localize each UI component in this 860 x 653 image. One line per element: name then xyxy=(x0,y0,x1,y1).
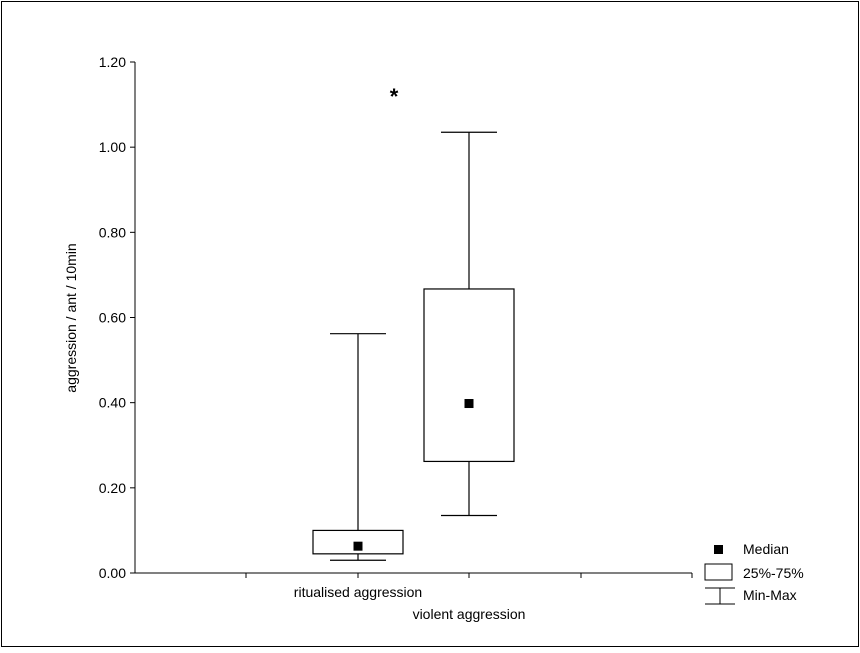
legend-box-label: 25%-75% xyxy=(743,565,804,581)
legend-box-marker xyxy=(704,563,733,581)
y-tick-label: 0.20 xyxy=(99,480,126,496)
y-tick-label: 0.60 xyxy=(99,310,126,326)
axes: 0.00 0.20 0.40 0.60 0.80 1.00 1.20 ritualised a… xyxy=(99,54,693,622)
iqr-box xyxy=(423,288,515,463)
legend-whisker-marker xyxy=(705,587,735,605)
y-tick-label: 0.00 xyxy=(99,565,126,581)
y-tick-label: 1.00 xyxy=(99,139,126,155)
y-axis-label: aggression / ant / 10min xyxy=(63,243,79,392)
boxes-group xyxy=(312,131,515,561)
legend-median-marker xyxy=(714,545,723,554)
y-tick-label: 0.40 xyxy=(99,395,126,411)
legend-whisker-label: Min-Max xyxy=(743,587,797,603)
median-marker xyxy=(464,399,474,409)
x-category-label: ritualised aggression xyxy=(294,584,422,600)
y-tick-label: 1.20 xyxy=(99,54,126,70)
legend-median-label: Median xyxy=(743,541,789,557)
x-category-label: violent aggression xyxy=(413,606,526,622)
significance-annotation: * xyxy=(390,84,399,109)
median-marker xyxy=(353,541,363,551)
legend: Median 25%-75% Min-Max xyxy=(704,541,804,605)
y-tick-label: 0.80 xyxy=(99,224,126,240)
